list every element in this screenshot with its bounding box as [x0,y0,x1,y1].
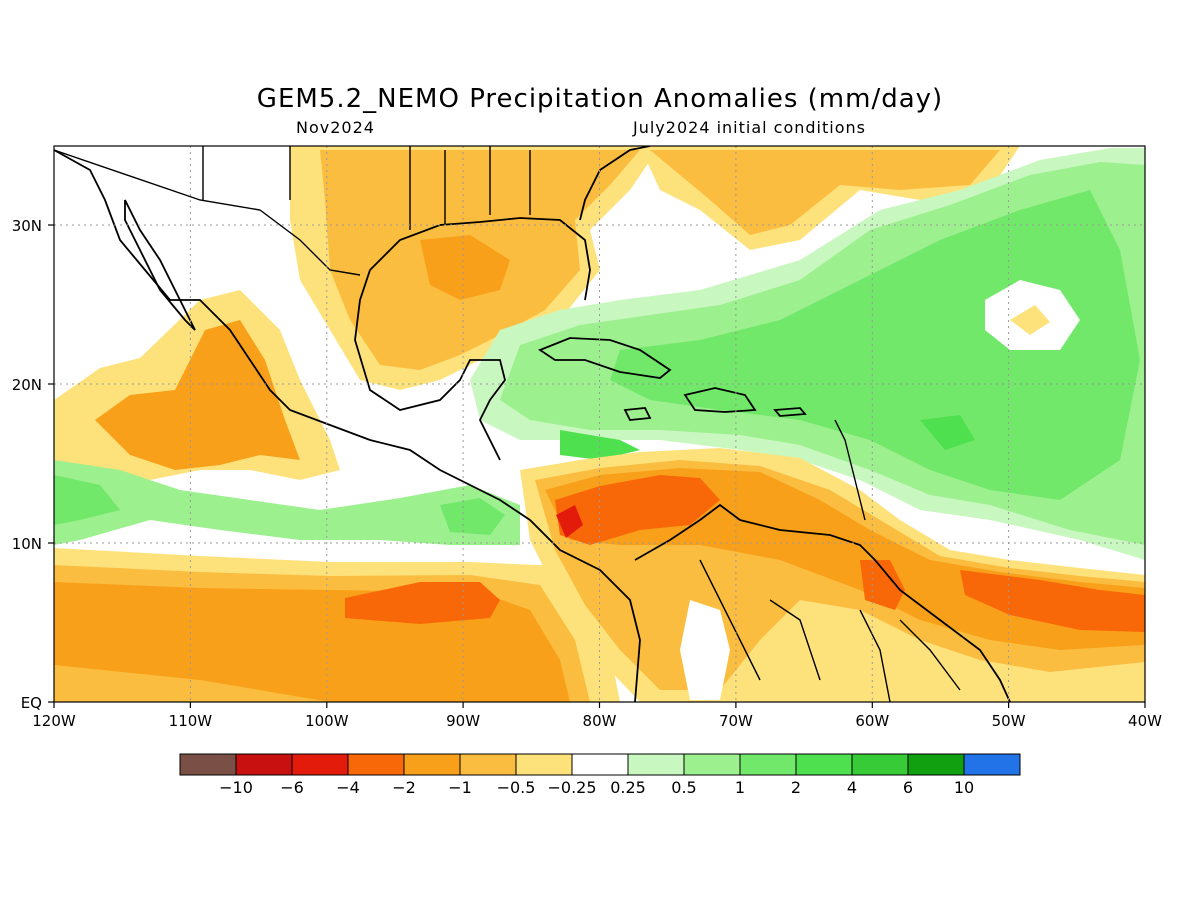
puerto-rico [773,407,807,417]
atlantic-north-dry-core [650,150,1000,235]
colorbar-label: 2 [791,778,801,797]
lon-label-70w: 70W [719,712,753,730]
atlantic-dry-pocket-core [1010,305,1050,335]
graticule [54,146,1145,702]
pacific-strong-dry [345,582,500,624]
lon-label-40w: 40W [1128,712,1162,730]
gulf-dry-center [420,235,510,300]
initial-conditions: July2024 initial conditions [633,118,866,137]
guiana-dry-max [860,560,905,610]
colorbar-swatch [571,753,629,776]
west-mexico-coast [54,149,641,702]
baja-peninsula [124,199,196,331]
cuba [538,337,672,379]
lon-label-80w: 80W [583,712,617,730]
colorbar-label: −1 [448,778,472,797]
jamaica [623,407,652,421]
colorbar-swatch [403,753,461,776]
lat-label-20n: 20N [12,376,42,394]
colorbar-swatch [459,753,517,776]
lon-label-50w: 50W [992,712,1026,730]
lat-label-10n: 10N [12,535,42,553]
lat-tick-labels: EQ 10N 20N 30N [12,217,42,712]
atlantic-wet-spot [920,415,975,450]
precip-anomaly-field [54,146,1145,702]
colorbar: −10 −6 −4 −2 −1 −0.5 −0.25 0.25 0.5 1 2 4 6 10 [179,753,1021,797]
atlantic-wet-core [610,190,1140,500]
us-mexico-border [54,149,361,276]
pacific-wet-core [54,475,120,525]
colorbar-label: 4 [847,778,857,797]
colorbar-swatch [683,753,741,776]
atlantic-eq-dry-max [960,570,1145,632]
colorbar-label: −6 [280,778,304,797]
venezuela-wet-pocket [680,600,730,700]
colorbar-swatch [515,753,573,776]
coastlines [54,146,1011,702]
lesser-antilles [834,419,866,521]
colorbar-label: 10 [954,778,974,797]
colorbar-label: 0.25 [610,778,646,797]
colorbar-swatch [347,753,405,776]
lon-label-60w: 60W [855,712,889,730]
colorbar-swatch [907,753,965,776]
lat-label-30n: 30N [12,217,42,235]
gulf-coast [354,269,506,461]
colorbar-label: −0.25 [547,778,596,797]
colorbar-swatch [851,753,909,776]
lon-tick-labels: 120W 110W 100W 90W 80W 70W 60W 50W 40W [32,712,1162,730]
caribbean-dry-extreme [556,505,583,538]
colorbar-label: −4 [336,778,360,797]
caribbean-wet-core [560,430,640,460]
tick-marks [48,224,1146,708]
colorbar-swatch [963,753,1021,776]
colorbar-swatch [179,753,237,776]
caribbean-dry-max [555,475,720,545]
us-state-lines [202,146,531,230]
south-america-coast [634,503,1011,702]
colorbar-label: −2 [392,778,416,797]
colorbar-swatch [739,753,797,776]
colorbar-label: 1 [735,778,745,797]
south-america-borders [699,559,961,702]
colorbar-label: −0.5 [497,778,536,797]
pacific-wet-stripe [54,460,520,545]
colorbar-label: 6 [903,778,913,797]
colorbar-label: 0.5 [671,778,696,797]
forecast-month: Nov2024 [296,118,375,137]
colorbar-swatch [291,753,349,776]
colorbar-swatch [235,753,293,776]
lon-label-90w: 90W [446,712,480,730]
hispaniola [683,387,757,413]
us-gulf-coast [369,217,591,301]
lon-label-110w: 110W [169,712,213,730]
lon-label-120w: 120W [32,712,76,730]
pacific-wet-core-2 [440,498,505,535]
lon-label-100w: 100W [305,712,349,730]
colorbar-swatch [627,753,685,776]
colorbar-swatch [795,753,853,776]
map-title: GEM5.2_NEMO Precipitation Anomalies (mm/… [256,84,944,114]
colorbar-label: −10 [219,778,253,797]
lat-label-eq: EQ [21,694,42,712]
